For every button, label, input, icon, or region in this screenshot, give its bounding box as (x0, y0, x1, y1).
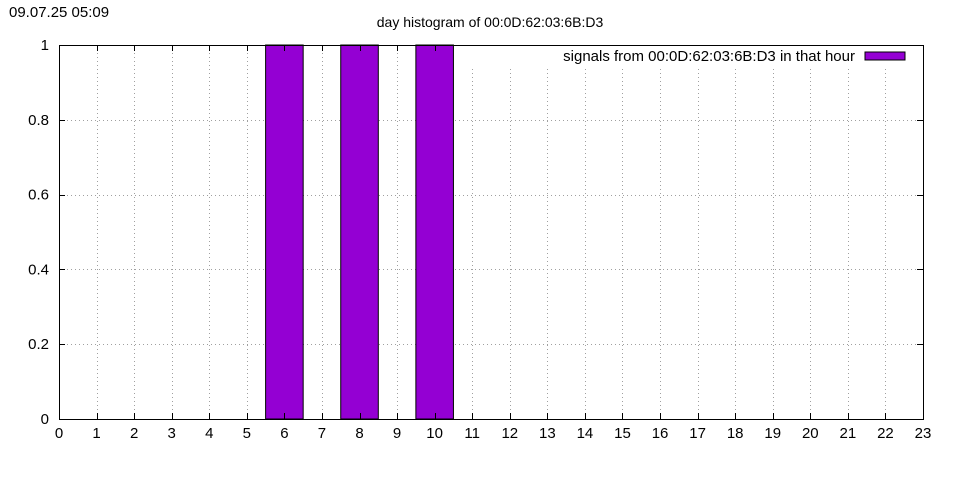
y-tick-label: 0.4 (28, 261, 49, 278)
x-tick-label: 8 (355, 425, 363, 442)
x-tick-label: 4 (205, 425, 213, 442)
x-tick-label: 18 (727, 425, 744, 442)
bar-hour-6 (265, 44, 304, 420)
legend: signals from 00:0D:62:03:6B:D3 in that h… (470, 46, 922, 66)
legend-background (470, 46, 922, 66)
x-tick-label: 10 (426, 425, 443, 442)
x-tick-label: 6 (280, 425, 288, 442)
axes: 0 1 2 3 4 5 6 7 8 9 10 11 12 13 14 15 16 17 18 19 20 21 22 2300… (28, 37, 931, 442)
x-tick-label: 22 (877, 425, 894, 442)
plot-border (59, 45, 924, 420)
x-tick-label: 12 (501, 425, 518, 442)
y-tick-label: 0.8 (28, 112, 49, 129)
y-tick-label: 0.2 (28, 336, 49, 353)
timestamp: 09.07.25 05:09 (9, 4, 110, 21)
bar-hour-8 (340, 44, 379, 420)
legend-label: signals from 00:0D:62:03:6B:D3 in that h… (563, 48, 855, 65)
y-tick-label: 0 (41, 411, 49, 428)
y-tick-label: 0.6 (28, 187, 49, 204)
legend-swatch (864, 51, 906, 61)
x-tick-label: 14 (577, 425, 594, 442)
x-tick-label: 3 (168, 425, 176, 442)
x-tick-label: 13 (539, 425, 556, 442)
x-tick-label: 5 (243, 425, 251, 442)
x-tick-label: 1 (92, 425, 100, 442)
x-tick-label: 15 (614, 425, 631, 442)
chart-title: day histogram of 00:0D:62:03:6B:D3 (377, 14, 604, 30)
x-tick-label: 2 (130, 425, 138, 442)
grid (59, 45, 923, 419)
bar-hour-10 (415, 44, 454, 420)
bars (265, 44, 454, 420)
x-tick-label: 20 (802, 425, 819, 442)
x-tick-label: 11 (464, 425, 480, 442)
x-tick-label: 23 (915, 425, 932, 442)
x-tick-label: 16 (652, 425, 669, 442)
y-tick-label: 1 (41, 37, 49, 54)
x-tick-label: 0 (55, 425, 63, 442)
x-tick-label: 21 (840, 425, 857, 442)
x-tick-label: 19 (764, 425, 781, 442)
x-tick-label: 17 (689, 425, 706, 442)
x-tick-label: 9 (393, 425, 401, 442)
x-tick-label: 7 (318, 425, 326, 442)
